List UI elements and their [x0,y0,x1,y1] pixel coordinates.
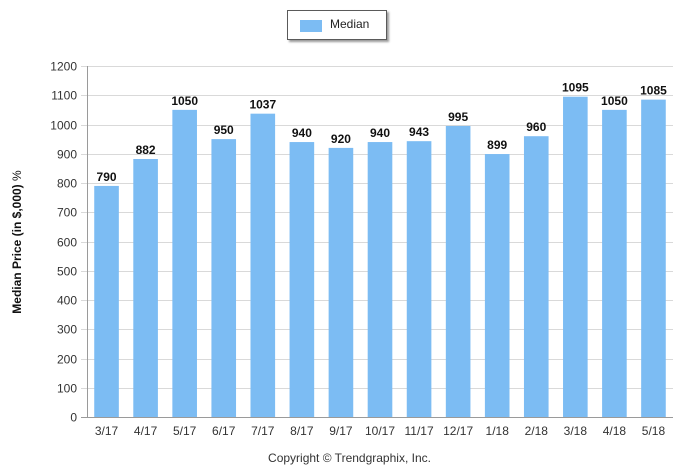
legend[interactable]: Median [287,10,387,40]
bar [172,109,197,417]
y-tick-label: 700 [57,206,77,220]
bar [445,125,471,418]
y-axis-unit: % [10,170,24,181]
legend-swatch-median [300,20,322,32]
y-tick-label: 1200 [50,60,77,74]
x-tick-label: 4/18 [603,424,627,438]
x-tick-label: 11/17 [404,424,433,438]
bar [406,141,432,418]
x-tick-label: 9/17 [329,424,353,438]
x-tick-label: 10/17 [365,424,395,438]
bar [563,96,588,418]
x-tick-label: 5/18 [642,424,666,438]
y-tick-label: 400 [57,294,77,308]
bars [94,96,666,418]
y-tick-label: 800 [57,177,77,191]
copyright-text: Copyright © Trendgraphix, Inc. [268,451,431,465]
x-tick-label: 2/18 [525,424,549,438]
x-tick-label: 8/17 [290,424,314,438]
x-axis-ticks: 3/17 4/17 5/17 6/17 7/17 8/17 9/17 10/17 11/17 12… [95,424,666,438]
y-axis-label: Median Price (in $,000) [10,184,24,314]
bar [328,147,354,417]
bar [211,139,237,417]
bar [250,113,276,418]
data-label: 940 [370,126,390,140]
bar [602,109,627,417]
data-label: 790 [97,170,117,184]
bar [367,142,393,418]
y-axis-title: Median Price (in $,000) % [10,170,24,313]
bar [94,185,119,417]
y-tick-label: 1100 [51,89,77,103]
bar [641,99,666,417]
data-label: 899 [487,138,507,152]
data-label: 1037 [249,98,276,112]
data-label: 1050 [601,94,628,108]
x-tick-label: 12/17 [443,424,473,438]
y-tick-label: 0 [70,411,77,425]
data-label: 940 [292,126,312,140]
bar [133,159,158,417]
data-label: 882 [136,143,156,157]
x-tick-label: 3/18 [564,424,588,438]
x-tick-label: 5/17 [173,424,197,438]
bar [289,142,315,418]
bar [484,154,510,418]
y-tick-label: 300 [57,323,77,337]
x-tick-label: 6/17 [212,424,236,438]
data-label: 1085 [640,84,667,98]
bar [523,136,549,417]
data-label: 1050 [171,94,198,108]
x-tick-label: 4/17 [134,424,158,438]
data-labels: 790 882 1050 950 1037 940 920 940 943 995 899 960 10… [97,81,668,184]
x-tick-label: 7/17 [251,424,275,438]
data-label: 950 [214,123,234,137]
data-label: 1095 [562,81,589,95]
legend-label-median: Median [330,17,370,31]
y-axis-ticks: 0 100 200 300 400 500 600 700 800 900 1000 1100 1200 [50,60,77,425]
data-label: 920 [331,132,351,146]
y-tick-label: 600 [57,236,77,250]
data-label: 995 [448,110,468,124]
x-tick-label: 1/18 [486,424,510,438]
x-tick-label: 3/17 [95,424,119,438]
y-tick-label: 900 [57,148,77,162]
y-tick-label: 1000 [50,119,77,133]
data-label: 943 [409,125,429,139]
y-tick-label: 500 [57,265,77,279]
data-label: 960 [526,120,546,134]
y-tick-label: 100 [57,382,77,396]
y-tick-label: 200 [57,353,77,367]
